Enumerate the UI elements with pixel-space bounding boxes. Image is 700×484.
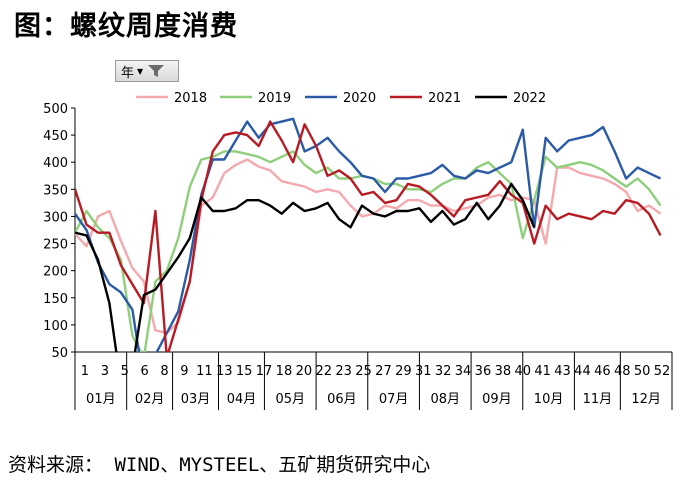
month-label: 02月 bbox=[135, 392, 165, 407]
funnel-filter-icon bbox=[148, 65, 165, 77]
x-tick-label: 44 bbox=[574, 364, 591, 379]
x-tick-label: 36 bbox=[475, 364, 492, 379]
x-tick-label: 9 bbox=[180, 364, 188, 379]
x-tick-label: 3 bbox=[101, 364, 109, 379]
legend-label-2019: 2019 bbox=[258, 91, 291, 106]
x-tick-label: 41 bbox=[534, 364, 551, 379]
x-tick-label: 22 bbox=[315, 364, 332, 379]
source-note: 资料来源： WIND、MYSTEEL、五矿期货研究中心 bbox=[8, 454, 431, 476]
x-tick-label: 34 bbox=[455, 364, 472, 379]
series-line-2018 bbox=[75, 158, 662, 335]
x-tick-label: 32 bbox=[435, 364, 452, 379]
legend: 2018 2019 2020 2021 2022 bbox=[136, 91, 546, 106]
x-tick-label: 52 bbox=[654, 364, 671, 379]
y-tick-label: 150 bbox=[43, 292, 68, 307]
month-label: 01月 bbox=[86, 392, 116, 407]
x-tick-label: 18 bbox=[276, 364, 293, 379]
x-tick-label: 25 bbox=[355, 364, 372, 379]
y-tick-label: 350 bbox=[43, 183, 68, 198]
x-tick-label: 15 bbox=[236, 364, 253, 379]
month-label: 07月 bbox=[379, 392, 409, 407]
x-tick-label: 48 bbox=[614, 364, 631, 379]
x-tick-label: 38 bbox=[495, 364, 512, 379]
line-chart: 2018 2019 2020 2021 2022 5010015020025030035… bbox=[43, 91, 673, 410]
series-line-2019 bbox=[75, 150, 662, 352]
year-filter-label: 年 bbox=[121, 65, 135, 81]
x-tick-label: 20 bbox=[296, 364, 313, 379]
x-tick-label: 8 bbox=[160, 364, 168, 379]
month-label: 03月 bbox=[181, 392, 211, 407]
series-line-2022 bbox=[75, 182, 536, 352]
x-tick-label: 13 bbox=[216, 364, 233, 379]
chevron-down-icon: ▼ bbox=[137, 66, 144, 76]
series-line-2021 bbox=[75, 120, 662, 352]
month-label: 11月 bbox=[583, 392, 613, 407]
year-filter-button[interactable]: 年 ▼ bbox=[115, 60, 179, 82]
x-tick-label: 23 bbox=[335, 364, 352, 379]
y-tick-label: 200 bbox=[43, 265, 68, 280]
chart-title: 图：螺纹周度消费 bbox=[14, 11, 238, 42]
x-tick-label: 46 bbox=[594, 364, 611, 379]
x-tick-label: 11 bbox=[196, 364, 213, 379]
x-tick-label: 31 bbox=[415, 364, 432, 379]
x-tick-label: 27 bbox=[375, 364, 392, 379]
x-tick-label: 29 bbox=[395, 364, 412, 379]
series-line-2020 bbox=[75, 117, 662, 352]
y-tick-label: 450 bbox=[43, 129, 68, 144]
month-label: 05月 bbox=[275, 392, 305, 407]
month-label: 10月 bbox=[534, 392, 564, 407]
y-tick-label: 250 bbox=[43, 238, 68, 253]
y-tick-label: 50 bbox=[51, 346, 68, 361]
y-tick-label: 300 bbox=[43, 210, 68, 225]
x-tick-label: 1 bbox=[81, 364, 89, 379]
month-label: 06月 bbox=[327, 392, 357, 407]
y-tick-label: 400 bbox=[43, 156, 68, 171]
x-tick-label: 50 bbox=[634, 364, 651, 379]
y-axis: 50 100 150 200 250 300 350 400 450 500 bbox=[43, 102, 76, 410]
y-tick-label: 500 bbox=[43, 102, 68, 117]
legend-label-2020: 2020 bbox=[343, 91, 376, 106]
legend-label-2022: 2022 bbox=[513, 91, 546, 106]
x-tick-label: 43 bbox=[554, 364, 571, 379]
month-label: 12月 bbox=[631, 392, 661, 407]
month-label: 09月 bbox=[482, 392, 512, 407]
x-axis: 1 3 5 6 8 9 11 13 15 17 18 20 22 23 25 27 29 31 32 34 36 38 40… bbox=[74, 351, 673, 410]
legend-label-2021: 2021 bbox=[428, 91, 461, 106]
month-label: 08月 bbox=[430, 392, 460, 407]
legend-label-2018: 2018 bbox=[174, 91, 207, 106]
y-tick-label: 100 bbox=[43, 319, 68, 334]
x-tick-label: 5 bbox=[121, 364, 129, 379]
x-tick-label: 6 bbox=[141, 364, 149, 379]
month-label: 04月 bbox=[227, 392, 257, 407]
